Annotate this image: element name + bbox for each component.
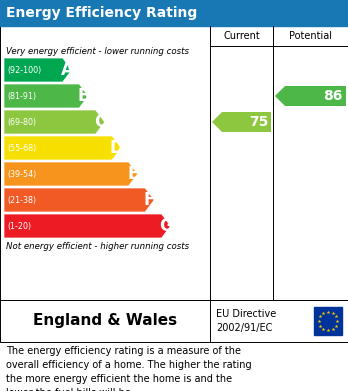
Text: Energy Efficiency Rating: Energy Efficiency Rating (6, 6, 197, 20)
Text: D: D (110, 139, 124, 157)
Bar (0, 300, 348, 342)
Text: G: G (159, 217, 173, 235)
Text: 75: 75 (248, 115, 268, 129)
Text: (21-38): (21-38) (7, 196, 36, 204)
Text: (1-20): (1-20) (7, 221, 31, 231)
Text: (55-68): (55-68) (7, 143, 36, 152)
Text: The energy efficiency rating is a measure of the
overall efficiency of a home. T: The energy efficiency rating is a measur… (6, 346, 252, 391)
Text: (69-80): (69-80) (7, 118, 36, 127)
Polygon shape (4, 58, 72, 82)
Polygon shape (4, 214, 171, 238)
Text: 86: 86 (324, 89, 343, 103)
Polygon shape (4, 110, 105, 134)
Text: EU Directive
2002/91/EC: EU Directive 2002/91/EC (216, 309, 276, 333)
Bar (0, 0, 348, 26)
Text: (81-91): (81-91) (7, 91, 36, 100)
Text: B: B (77, 87, 90, 105)
Polygon shape (4, 162, 137, 186)
Text: England & Wales: England & Wales (33, 314, 177, 328)
Text: Not energy efficient - higher running costs: Not energy efficient - higher running co… (6, 242, 189, 251)
Text: C: C (94, 113, 106, 131)
Text: (92-100): (92-100) (7, 66, 41, 75)
Text: F: F (144, 191, 155, 209)
Polygon shape (212, 112, 271, 132)
Bar (0, 26, 348, 300)
Text: Very energy efficient - lower running costs: Very energy efficient - lower running co… (6, 47, 189, 57)
Bar (314, 307, 342, 335)
Polygon shape (275, 86, 346, 106)
Polygon shape (4, 188, 154, 212)
Text: (39-54): (39-54) (7, 170, 36, 179)
Text: A: A (61, 61, 74, 79)
Polygon shape (4, 136, 121, 160)
Text: Potential: Potential (289, 31, 332, 41)
Polygon shape (4, 84, 88, 108)
Text: E: E (127, 165, 139, 183)
Text: Current: Current (223, 31, 260, 41)
